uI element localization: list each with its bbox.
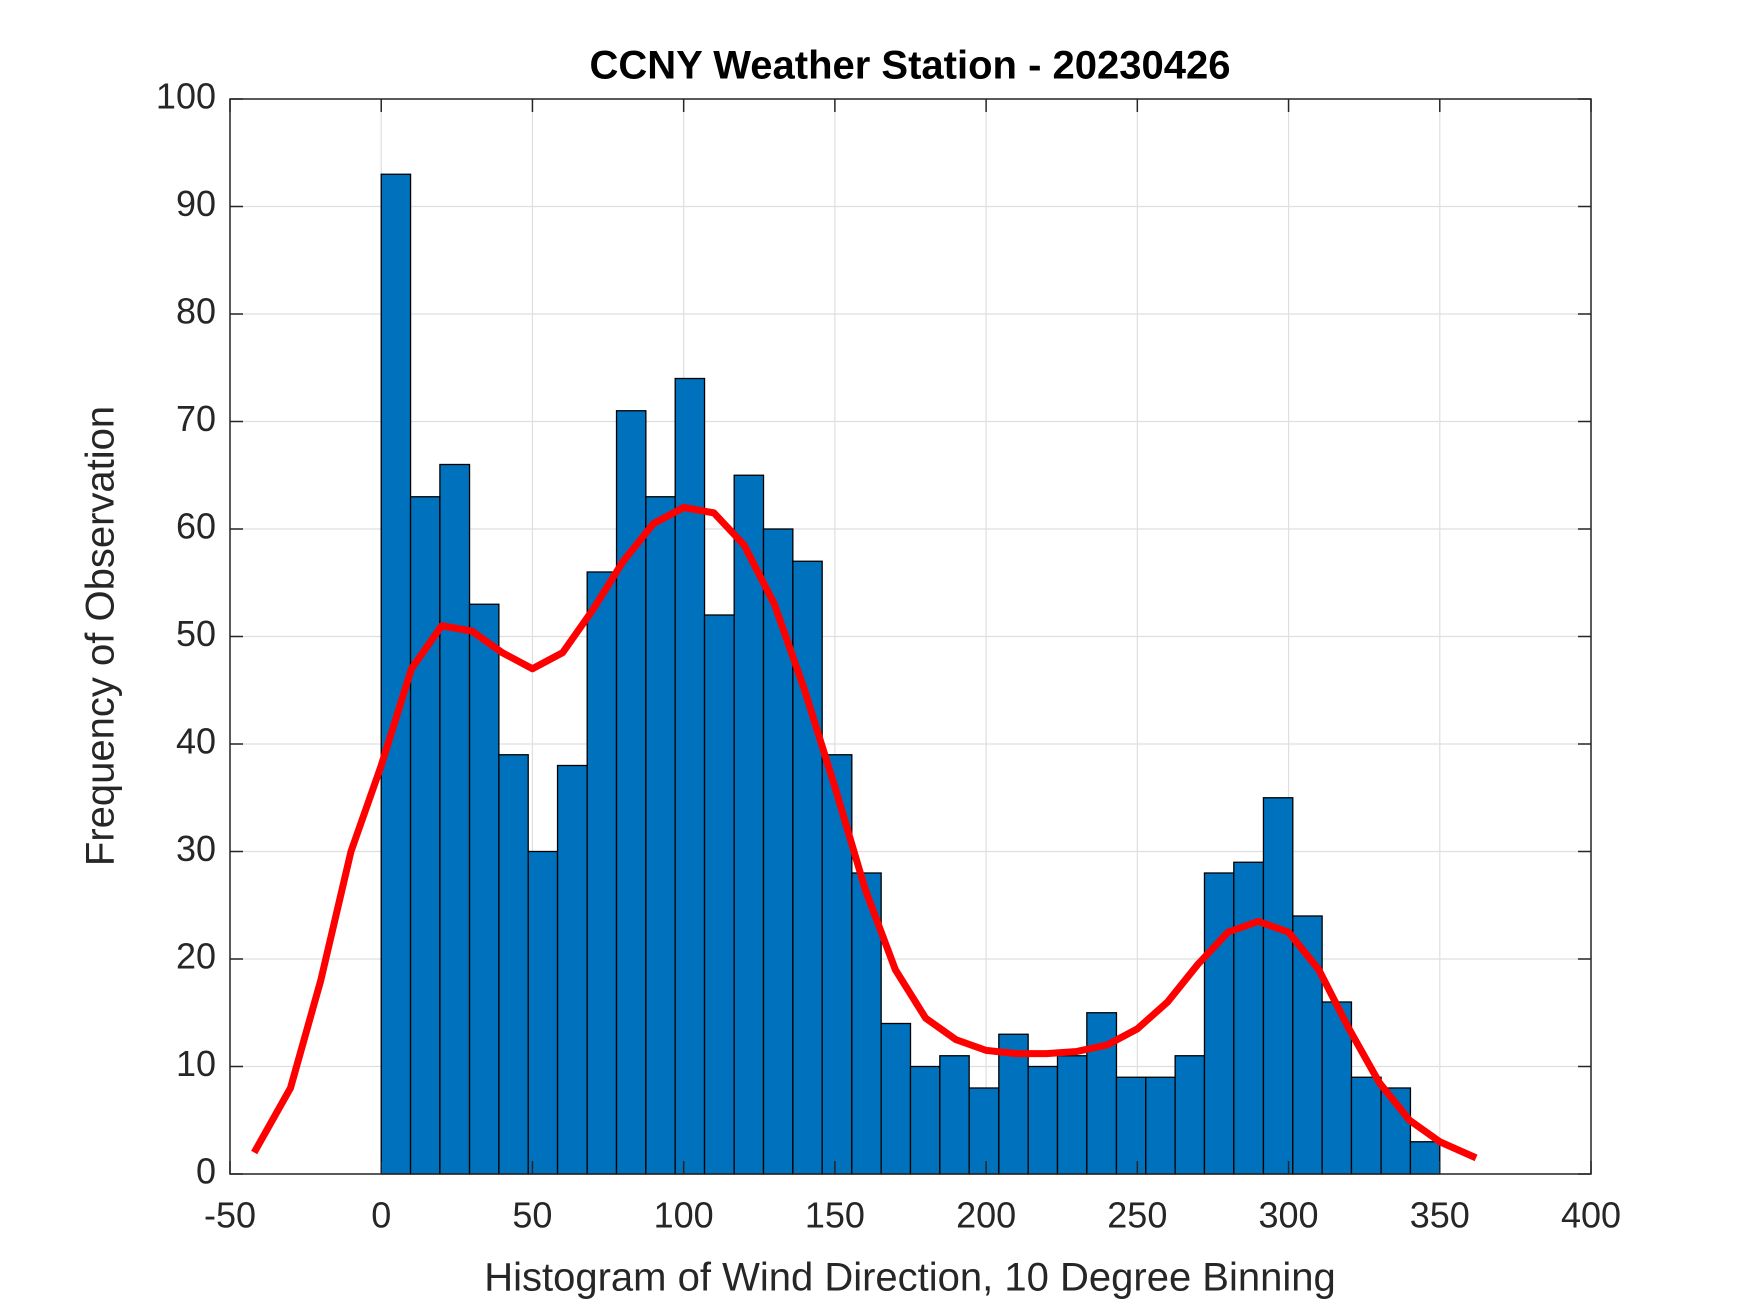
y-tick-label: 20 bbox=[176, 936, 216, 977]
y-tick-label: 50 bbox=[176, 613, 216, 654]
bar bbox=[380, 173, 412, 1175]
x-tick-label: 150 bbox=[805, 1195, 865, 1236]
bar bbox=[880, 1022, 912, 1175]
bar bbox=[1203, 872, 1235, 1175]
y-tick-label: 30 bbox=[176, 828, 216, 869]
x-axis-label: Histogram of Wind Direction, 10 Degree B… bbox=[484, 1256, 1336, 1300]
bar bbox=[1145, 1076, 1176, 1175]
bar bbox=[645, 496, 676, 1175]
bar bbox=[674, 377, 706, 1175]
bar bbox=[703, 614, 735, 1175]
bar bbox=[1409, 1141, 1441, 1175]
bar bbox=[1174, 1055, 1206, 1175]
x-tick-label: 300 bbox=[1259, 1195, 1319, 1236]
bar bbox=[733, 474, 765, 1175]
bar bbox=[409, 496, 441, 1175]
x-tick-label: 100 bbox=[654, 1195, 714, 1236]
bar bbox=[792, 560, 823, 1175]
x-tick-label: 250 bbox=[1107, 1195, 1167, 1236]
y-tick-label: 10 bbox=[176, 1043, 216, 1084]
bar bbox=[1056, 1055, 1088, 1175]
bar bbox=[1350, 1076, 1382, 1175]
bar bbox=[527, 850, 559, 1175]
x-tick-label: 350 bbox=[1410, 1195, 1470, 1236]
y-tick-label: 80 bbox=[176, 291, 216, 332]
bar bbox=[1233, 861, 1265, 1175]
x-tick-label: 400 bbox=[1561, 1195, 1621, 1236]
bar bbox=[1027, 1065, 1059, 1175]
y-tick-label: 40 bbox=[176, 721, 216, 762]
y-tick-label: 70 bbox=[176, 398, 216, 439]
chart-title: CCNY Weather Station - 20230426 bbox=[590, 44, 1231, 88]
bar bbox=[556, 764, 588, 1175]
fit-curve bbox=[251, 504, 1478, 1162]
y-tick-label: 0 bbox=[196, 1151, 216, 1192]
bar bbox=[439, 463, 471, 1175]
bar bbox=[1086, 1012, 1118, 1175]
x-tick-label: -50 bbox=[204, 1195, 256, 1236]
x-tick-label: 0 bbox=[371, 1195, 391, 1236]
bar bbox=[498, 754, 529, 1175]
bar bbox=[1115, 1076, 1147, 1175]
bar bbox=[762, 528, 794, 1175]
bar bbox=[968, 1087, 1000, 1175]
x-tick-label: 50 bbox=[512, 1195, 552, 1236]
bar bbox=[586, 571, 618, 1175]
bar bbox=[909, 1065, 941, 1175]
y-axis-label: Frequency of Observation bbox=[79, 406, 123, 866]
bar bbox=[615, 410, 647, 1175]
bar bbox=[939, 1055, 970, 1175]
y-tick-label: 90 bbox=[176, 183, 216, 224]
y-tick-label: 100 bbox=[156, 76, 216, 117]
y-tick-label: 60 bbox=[176, 506, 216, 547]
bar bbox=[468, 603, 500, 1175]
x-tick-label: 200 bbox=[956, 1195, 1016, 1236]
bar bbox=[1262, 797, 1294, 1175]
